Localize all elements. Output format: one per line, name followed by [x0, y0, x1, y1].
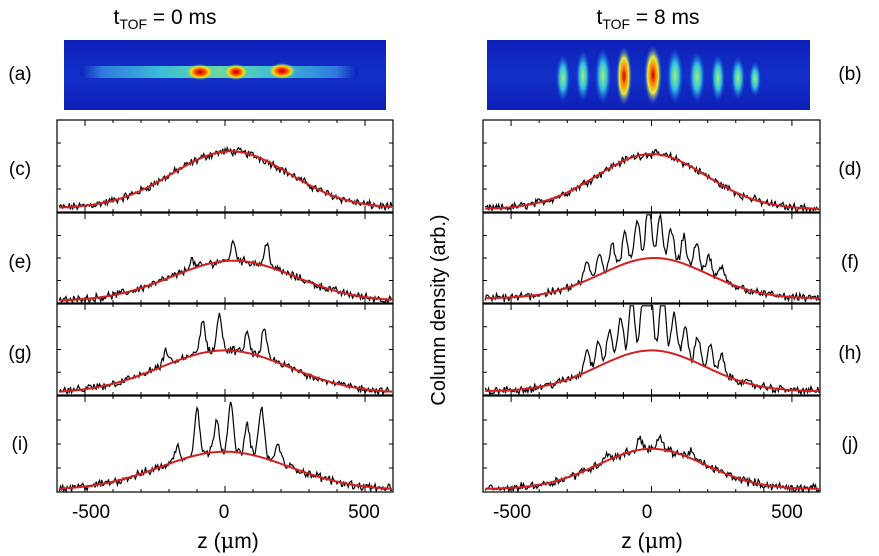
plot-frame-i	[56, 395, 394, 493]
panel-label-j: (j)	[842, 434, 859, 455]
plot-frame-j	[482, 395, 821, 493]
data-line-d	[484, 148, 819, 213]
x-axis-label-left: z (μm)	[197, 529, 258, 553]
data-line-g	[58, 312, 393, 397]
panel-label-f: (f)	[841, 252, 859, 273]
panel-label-b: (b)	[838, 64, 861, 85]
y-axis-label: Column density (arb.)	[428, 214, 450, 405]
panel-label-c: (c)	[9, 159, 31, 180]
fit-line-f	[485, 257, 819, 300]
title-right: tTOF = 8 ms	[596, 6, 699, 32]
plot-frame-e	[56, 212, 394, 304]
x-tick-right-500: 500	[771, 502, 803, 523]
fit-line-e	[59, 259, 392, 302]
x-tick-right-neg500: -500	[493, 502, 531, 523]
x-tick-right-0: 0	[642, 502, 653, 523]
fit-line-j	[485, 447, 819, 490]
title-left: tTOF = 0 ms	[113, 6, 216, 32]
absorption-image-b	[487, 40, 810, 110]
x-tick-left-0: 0	[219, 502, 230, 523]
x-tick-left-500: 500	[348, 502, 380, 523]
x-axis-label-right: z (μm)	[621, 529, 682, 553]
fit-line-c	[59, 150, 392, 209]
panel-label-a: (a)	[8, 64, 31, 85]
plot-frame-d	[482, 119, 821, 213]
data-line-i	[58, 401, 393, 494]
x-tick-left-neg500: -500	[72, 502, 110, 523]
panel-label-h: (h)	[838, 343, 861, 364]
data-line-j	[484, 433, 820, 494]
fit-line-h	[485, 349, 819, 393]
fit-line-i	[59, 450, 392, 490]
panel-label-i: (i)	[12, 434, 29, 455]
panel-label-g: (g)	[8, 343, 31, 364]
fit-line-d	[485, 152, 819, 210]
panel-label-d: (d)	[838, 159, 861, 180]
fit-line-g	[59, 349, 392, 393]
panel-label-e: (e)	[8, 252, 31, 273]
absorption-image-a	[64, 40, 386, 110]
